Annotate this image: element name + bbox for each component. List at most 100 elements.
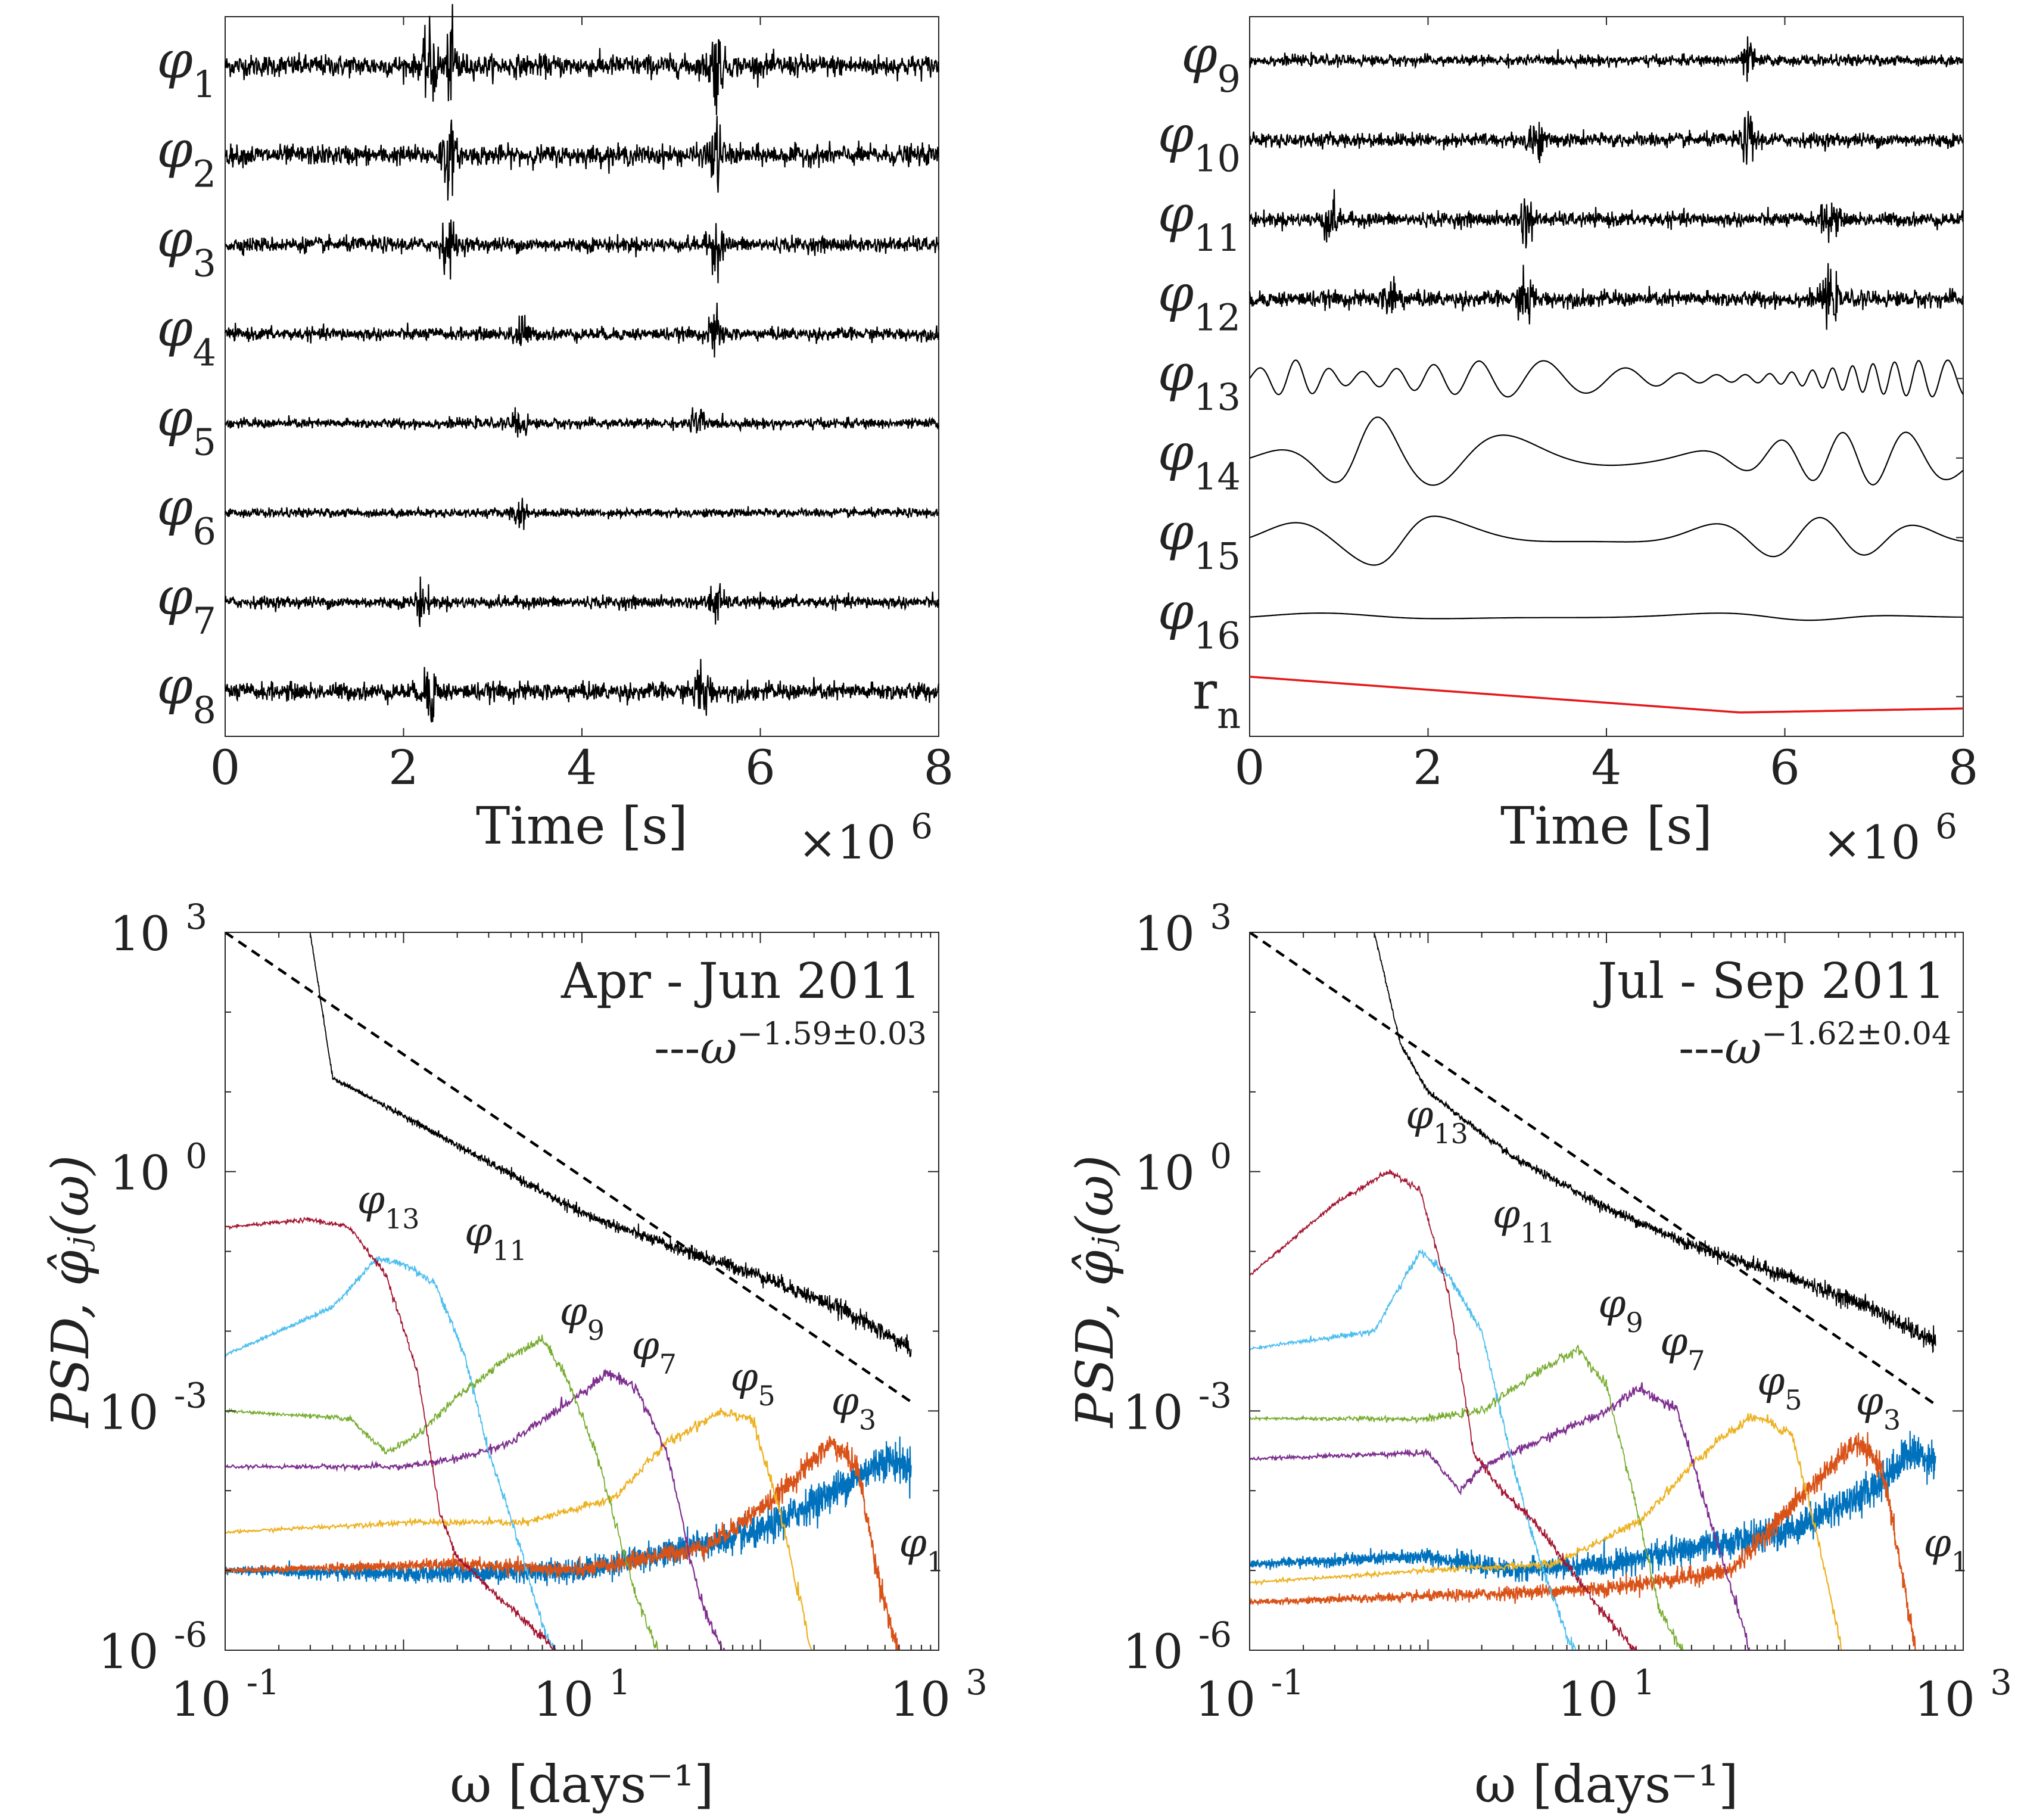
component-label-subscript: 5 [1785,1384,1802,1416]
component-label: φ11 [1493,1191,1555,1249]
component-label-subscript: 3 [859,1404,876,1436]
fit-line [225,932,912,1403]
fit-legend-dash: --- [654,1021,700,1074]
component-label-subscript: 3 [1883,1404,1901,1436]
component-label-subscript: 11 [1520,1217,1555,1249]
y-tick-label: 10 0 [1134,1137,1232,1201]
psd-component-line [225,1407,812,1650]
component-label-subscript: 1 [927,1546,944,1578]
component-label-symbol: φ [357,1177,385,1223]
series-label-subscript: 13 [1194,375,1241,419]
component-label-symbol: φ [899,1520,927,1566]
series-trace [1249,416,1964,486]
series-label-subscript: n [1217,693,1241,737]
axes-frame [225,16,939,737]
psd-component-line [225,1256,556,1650]
component-label: φ3 [1856,1378,1901,1436]
series-label-subscript: 4 [193,331,216,374]
series-label-subscript: 7 [193,599,216,643]
series-label: φ8 [157,657,216,732]
component-label-subscript: 1 [1951,1546,1969,1578]
x-tick-label: 4 [567,740,597,795]
y-tick-label: 10 3 [110,897,207,962]
series-label-symbol: φ [1158,423,1194,483]
psd-component-line [225,1368,725,1650]
fit-legend-symbol: ω [700,1021,737,1074]
series-label-symbol: φ [157,567,192,627]
component-label: φ11 [465,1209,527,1267]
series-label-subscript: 9 [1217,57,1241,101]
y-tick-label-exponent: -3 [1198,1376,1232,1415]
y-tick-label: 10 -6 [1123,1615,1232,1679]
psd-component-line [225,1217,560,1650]
component-label-symbol: φ [631,1323,659,1368]
y-axis-label: PSD, φ̂ⱼ(ω) [41,1155,101,1429]
y-tick-label: 10 3 [1134,897,1232,962]
x-tick-label: 8 [924,740,954,795]
psd-component-line [225,1436,900,1650]
series-label-subscript: 8 [193,689,216,732]
psd-component-line [1250,1169,1637,1650]
x-tick-label-exponent: 3 [1990,1663,2012,1703]
y-tick-label-exponent: -6 [174,1615,207,1655]
x-tick-label: 4 [1592,740,1622,795]
series-label-symbol: φ [157,388,192,448]
series-label: φ3 [157,210,216,285]
y-tick-label-base: 10 [110,1146,185,1201]
component-label-symbol: φ [1406,1092,1433,1138]
x-axis-label: Time [s] [476,797,688,856]
component-label-symbol: φ [1493,1191,1520,1237]
x-tick-label-exponent: -1 [1271,1663,1304,1703]
x-tick-label: 6 [745,740,776,795]
series-label-subscript: 15 [1194,534,1241,578]
x-tick-label-exponent: 3 [966,1663,988,1703]
fit-line [1250,932,1936,1406]
series-label-subscript: 1 [193,63,216,106]
fit-legend-dash: --- [1679,1021,1724,1074]
x-exponent-base: ×10 [1823,816,1935,870]
series-label-subscript: 12 [1194,296,1241,340]
x-tick-label: 10 3 [1914,1663,2012,1727]
series-label-symbol: φ [157,299,192,359]
component-label-subscript: 13 [385,1203,420,1235]
component-label-symbol: φ [1660,1319,1687,1365]
series-label-symbol: φ [157,120,192,180]
x-tick-label-base: 10 [890,1672,966,1727]
component-label-subscript: 5 [758,1380,776,1412]
series-label-subscript: 10 [1194,137,1241,181]
series-label: φ15 [1158,502,1241,578]
psd-component-line [225,1334,658,1650]
series-trace [1248,263,1964,330]
x-tick-label: 10 -1 [170,1663,279,1727]
series-label-symbol: φ [157,478,192,537]
psd-panel-bottom-right: 10 -1 10 1 10 310 -610 -310 010 3ω [days⁻¹… [1066,897,2012,1815]
psd-component-line [1250,1413,1842,1650]
psd-component-line [1250,1430,1936,1583]
component-label-symbol: φ [832,1378,859,1424]
series-label-subscript: 3 [193,241,216,285]
x-tick-label: 10 1 [1558,1663,1655,1727]
series-label: φ4 [157,299,216,375]
series-label-subscript: 16 [1194,614,1241,657]
y-tick-label-base: 10 [98,1385,174,1440]
series-label-symbol: φ [1158,105,1194,164]
component-label-symbol: φ [560,1289,587,1334]
x-exponent-label: ×10 6 [1823,806,1957,870]
series-trace [1249,612,1963,621]
series-trace [224,659,940,723]
y-tick-label: 10 -3 [98,1376,207,1440]
series-trace [1249,676,1963,714]
series-trace [224,302,940,358]
component-label-symbol: φ [465,1209,492,1255]
series-label: φ6 [157,478,216,553]
psd-component-line [1250,1345,1683,1650]
x-tick-label: 0 [210,740,241,795]
series-label: φ2 [157,120,216,196]
series-label-symbol: r [1192,661,1217,721]
series-trace [224,116,940,201]
series-trace [224,576,940,627]
component-label-subscript: 9 [587,1314,605,1346]
component-label-subscript: 7 [1687,1345,1705,1377]
x-tick-label: 10 1 [533,1663,631,1727]
x-exponent-power: 6 [911,806,933,847]
